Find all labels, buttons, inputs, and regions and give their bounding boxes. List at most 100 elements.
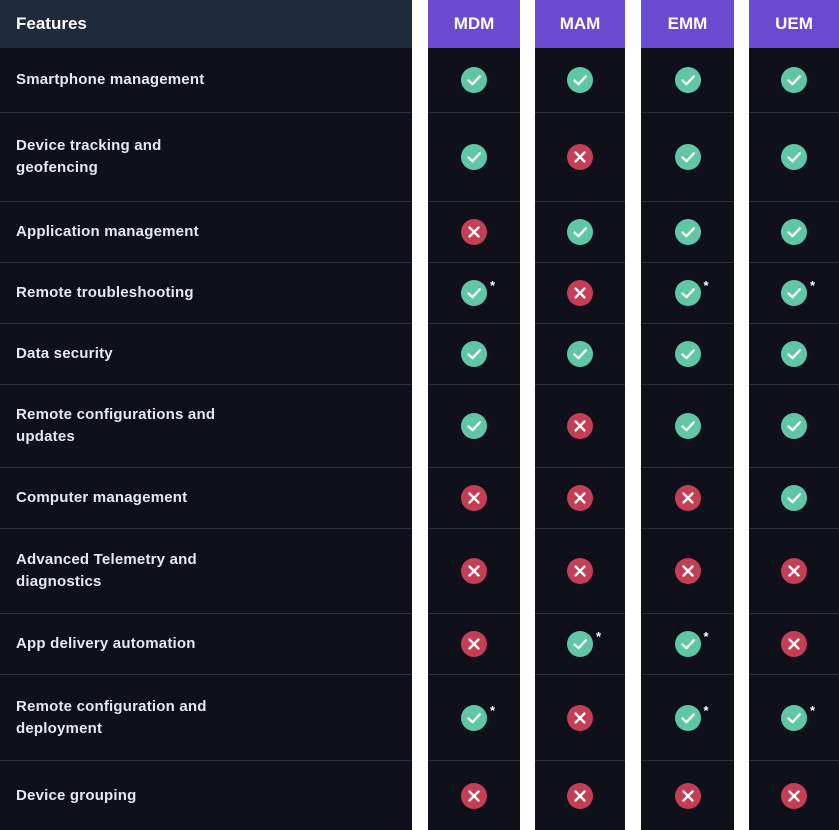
check-icon (781, 413, 807, 439)
mdm-cell (428, 761, 520, 830)
asterisk-note: * (703, 702, 709, 718)
feature-row: Device tracking and geofencing (0, 113, 412, 202)
uem-cell (749, 529, 839, 614)
feature-label: Device tracking and geofencing (16, 137, 162, 176)
cross-icon (567, 704, 593, 731)
feature-row: Advanced Telemetry and diagnostics (0, 529, 412, 614)
uem-cell: * (749, 675, 839, 761)
mam-cell (535, 529, 625, 614)
feature-row: Computer management (0, 468, 412, 529)
check-icon (781, 219, 807, 245)
mdm-cell: * (428, 675, 520, 761)
mdm-cell (428, 614, 520, 675)
asterisk-note: * (810, 702, 816, 718)
asterisk-note: * (810, 278, 816, 293)
mam-cell: * (535, 614, 625, 675)
mam-cell (535, 113, 625, 202)
mdm-cell (428, 202, 520, 263)
features-header: Features (0, 0, 412, 48)
cross-icon (567, 782, 593, 809)
feature-label: Application management (16, 223, 199, 240)
check-icon (461, 280, 487, 306)
cross-icon (674, 558, 701, 584)
cross-icon (461, 219, 487, 245)
mam-cell (535, 202, 625, 263)
check-icon (781, 67, 807, 93)
check-icon (674, 413, 701, 439)
emm-cell (641, 113, 734, 202)
emm-cell: * (641, 263, 734, 324)
feature-label: Device grouping (16, 786, 137, 804)
uem-cell (749, 385, 839, 468)
feature-label: Smartphone management (16, 71, 205, 88)
emm-column: EMM * * * (641, 0, 734, 830)
check-icon (461, 67, 487, 93)
check-icon (781, 485, 807, 511)
feature-label: Data security (16, 345, 113, 362)
check-icon (781, 341, 807, 367)
mam-cell (535, 263, 625, 324)
mam-cell (535, 468, 625, 529)
check-icon (461, 144, 487, 170)
features-list: Smartphone management Device tracking and… (0, 48, 412, 830)
emm-cell (641, 48, 734, 113)
check-icon (674, 144, 701, 170)
feature-row: Smartphone management (0, 48, 412, 113)
mdm-column: MDM * * (428, 0, 520, 830)
emm-cells: * * * (641, 48, 734, 830)
check-icon (674, 67, 701, 93)
mam-header: MAM (535, 0, 625, 48)
check-icon (781, 144, 807, 170)
uem-cell (749, 614, 839, 675)
check-icon (461, 341, 487, 367)
mdm-cell (428, 48, 520, 113)
cross-icon (461, 485, 487, 511)
cross-icon (567, 144, 593, 170)
mdm-cell (428, 468, 520, 529)
feature-label: Remote troubleshooting (16, 284, 194, 301)
uem-cell (749, 48, 839, 113)
cross-icon (461, 782, 487, 809)
check-icon (674, 280, 701, 306)
emm-cell (641, 385, 734, 468)
cross-icon (781, 782, 807, 809)
cross-icon (567, 485, 593, 511)
check-icon (567, 341, 593, 367)
feature-row: Remote configuration and deployment (0, 675, 412, 761)
check-icon (781, 704, 807, 731)
cross-icon (781, 558, 807, 584)
cross-icon (461, 558, 487, 584)
feature-label: Remote configurations and updates (16, 406, 216, 445)
feature-row: Remote troubleshooting (0, 263, 412, 324)
uem-cell (749, 468, 839, 529)
asterisk-note: * (490, 702, 496, 718)
feature-label: Advanced Telemetry and diagnostics (16, 551, 197, 590)
feature-row: Application management (0, 202, 412, 263)
uem-header: UEM (749, 0, 839, 48)
emm-cell (641, 468, 734, 529)
mam-cell (535, 761, 625, 830)
mdm-cell (428, 324, 520, 385)
mdm-cell (428, 113, 520, 202)
cross-icon (567, 413, 593, 439)
check-icon (567, 631, 593, 657)
feature-label: Remote configuration and deployment (16, 697, 207, 737)
cross-icon (567, 280, 593, 306)
emm-cell (641, 529, 734, 614)
emm-header: EMM (641, 0, 734, 48)
mdm-cell: * (428, 263, 520, 324)
feature-row: App delivery automation (0, 614, 412, 675)
emm-cell (641, 202, 734, 263)
uem-cell (749, 202, 839, 263)
cross-icon (461, 631, 487, 657)
uem-column: UEM * * (749, 0, 839, 830)
mdm-cell (428, 385, 520, 468)
cross-icon (567, 558, 593, 584)
feature-label: App delivery automation (16, 635, 196, 652)
check-icon (461, 704, 487, 731)
check-icon (781, 280, 807, 306)
uem-cell (749, 324, 839, 385)
mam-column: MAM * (535, 0, 625, 830)
feature-row: Data security (0, 324, 412, 385)
mam-cell (535, 385, 625, 468)
